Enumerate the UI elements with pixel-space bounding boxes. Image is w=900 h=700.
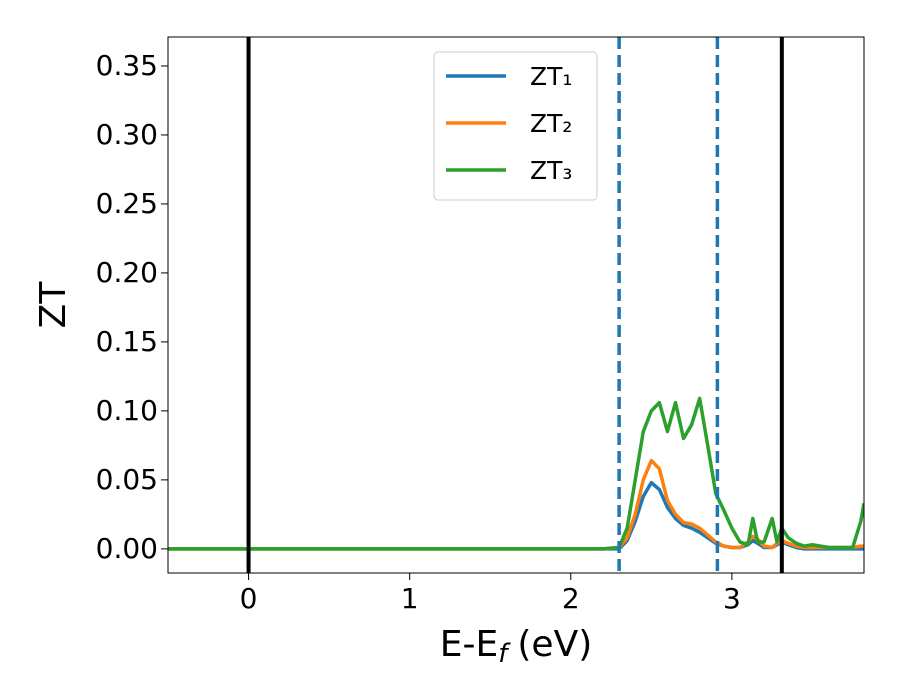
x-label-text: E-E xyxy=(440,624,498,665)
y-tick-label: 0.05 xyxy=(96,463,158,496)
x-label-unit: (eV) xyxy=(517,624,592,665)
legend-label: ZT₂ xyxy=(530,109,572,138)
series-line xyxy=(168,458,864,551)
y-tick-label: 0.00 xyxy=(96,532,158,565)
plot-frame xyxy=(167,36,865,574)
y-tick-label: 0.25 xyxy=(96,187,158,220)
x-tick-label: 0 xyxy=(240,582,258,615)
y-tick-label: 0.20 xyxy=(96,256,158,289)
x-tick-label: 2 xyxy=(562,582,580,615)
y-tick-label: 0.35 xyxy=(96,49,158,82)
plot xyxy=(168,37,864,573)
x-axis-label: E-Ef (eV) xyxy=(440,624,593,669)
x-tick-label: 1 xyxy=(401,582,419,615)
legend-label: ZT₁ xyxy=(530,62,572,91)
y-tick-label: 0.10 xyxy=(96,394,158,427)
legend-box xyxy=(433,51,598,201)
y-tick-label: 0.15 xyxy=(96,325,158,358)
x-label-sub: f xyxy=(498,639,511,669)
legend-label: ZT₃ xyxy=(530,156,572,185)
y-axis-label: ZT xyxy=(33,281,74,329)
series-line xyxy=(168,396,864,551)
x-tick-label: 3 xyxy=(723,582,741,615)
y-tick-label: 0.30 xyxy=(96,118,158,151)
